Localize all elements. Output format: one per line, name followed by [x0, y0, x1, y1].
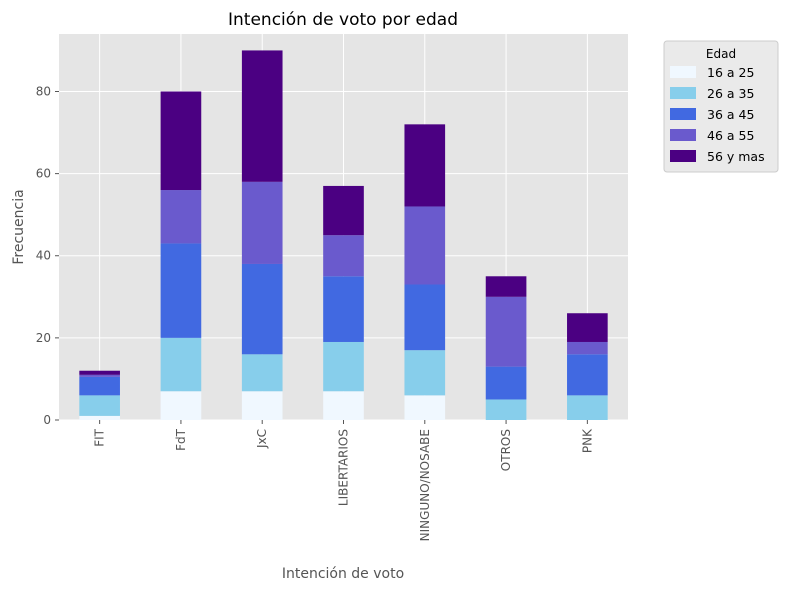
- x-tick-label: FdT: [174, 428, 188, 451]
- bar-segment: [160, 243, 202, 338]
- legend-swatch: [670, 129, 696, 141]
- y-tick-label: 60: [36, 167, 51, 181]
- bar-segment: [160, 91, 202, 191]
- bar-segment: [160, 391, 202, 420]
- legend-swatch: [670, 66, 696, 78]
- legend: Edad 16 a 25 26 a 35 36 a 45 46 a 55 56 y ma…: [663, 40, 779, 173]
- bar-segment: [323, 235, 364, 277]
- bar-segment: [404, 284, 446, 351]
- x-tick-label: PNK: [580, 428, 594, 453]
- bar-segment: [567, 341, 608, 355]
- legend-swatch: [670, 108, 696, 120]
- legend-label: 46 a 55: [707, 128, 754, 143]
- y-tick-label: 80: [36, 84, 51, 98]
- bar-segment: [241, 181, 283, 264]
- legend-swatch: [670, 87, 696, 99]
- legend-label: 16 a 25: [707, 65, 754, 80]
- legend-items: 16 a 25 26 a 35 36 a 45 46 a 55 56 y mas: [670, 65, 765, 164]
- legend-label: 56 y mas: [707, 149, 765, 164]
- x-tick-label: OTROS: [499, 429, 513, 471]
- y-tick-label: 40: [36, 249, 51, 263]
- bar-segment: [79, 415, 120, 420]
- bars: [79, 50, 608, 420]
- x-tick-label: JxC: [255, 429, 269, 449]
- y-tick-label: 0: [43, 413, 51, 427]
- bar-segment: [241, 263, 283, 355]
- bar-segment: [241, 50, 283, 182]
- legend-swatch: [670, 150, 696, 162]
- chart-title: Intención de voto por edad: [228, 10, 458, 30]
- x-tick-label: FIT: [93, 428, 107, 446]
- bar-segment: [79, 374, 120, 377]
- legend-title: Edad: [706, 47, 736, 61]
- bar-segment: [404, 124, 446, 207]
- bar-segment: [241, 391, 283, 420]
- bar-segment: [323, 185, 364, 236]
- x-axis-label: Intención de voto: [282, 566, 404, 582]
- legend-label: 26 a 35: [707, 86, 754, 101]
- y-axis-ticks: 0 20 40 60 80: [36, 84, 59, 427]
- bar-segment: [485, 276, 527, 297]
- bar-segment: [404, 395, 446, 420]
- bar-segment: [567, 354, 608, 396]
- bar-segment: [485, 399, 527, 420]
- bar-segment: [323, 391, 364, 420]
- bar-segment: [404, 206, 446, 285]
- y-tick-label: 20: [36, 331, 51, 345]
- x-axis-ticks: FIT FdT JxC LIBERTARIOS NINGUNO/NOSABE OTROS P…: [93, 420, 594, 541]
- bar-segment: [79, 370, 120, 375]
- bar-segment: [323, 276, 364, 342]
- bar-segment: [241, 354, 283, 392]
- x-tick-label: LIBERTARIOS: [337, 429, 351, 506]
- bar-segment: [160, 190, 202, 244]
- bar-segment: [485, 366, 527, 400]
- bar-segment: [323, 341, 364, 392]
- bar-segment: [567, 395, 608, 420]
- bar-segment: [404, 350, 446, 396]
- bar-segment: [160, 337, 202, 392]
- legend-label: 36 a 45: [707, 107, 754, 122]
- x-tick-label: NINGUNO/NOSABE: [418, 429, 432, 541]
- bar-segment: [79, 376, 120, 396]
- bar-segment: [485, 296, 527, 367]
- bar-segment: [567, 313, 608, 342]
- y-axis-label: Frecuencia: [11, 189, 27, 264]
- bar-segment: [79, 395, 120, 416]
